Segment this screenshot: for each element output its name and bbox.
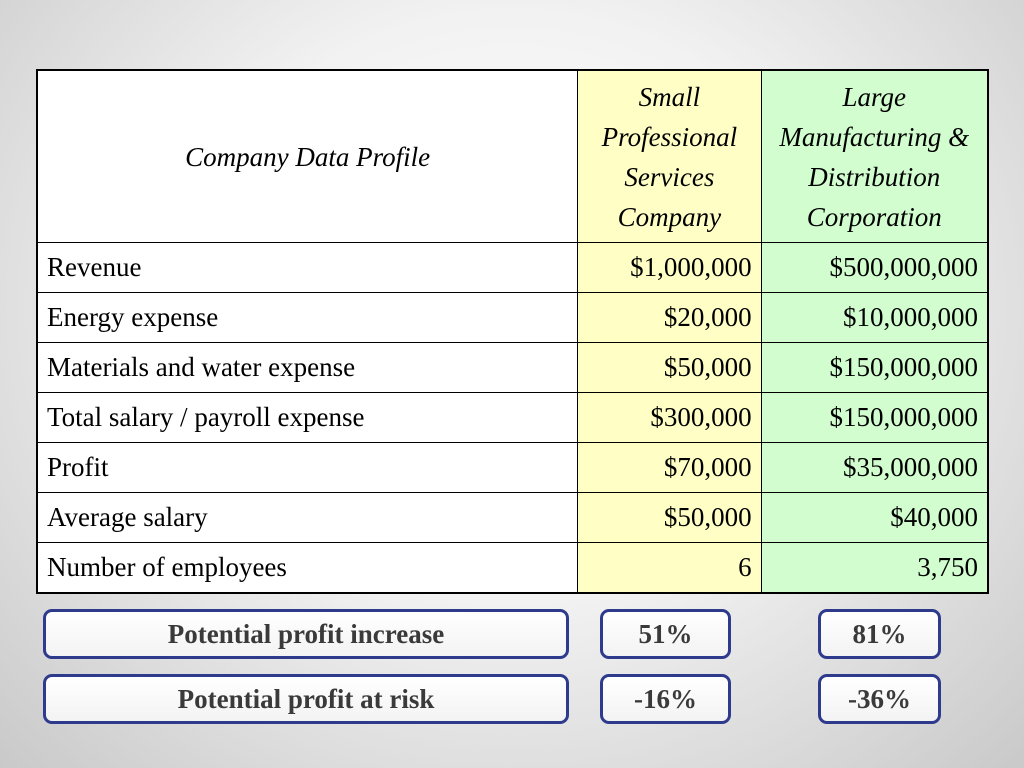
row-label: Revenue	[36, 242, 579, 293]
table-row: Revenue $1,000,000 $500,000,000	[36, 242, 989, 293]
large-company-value: $10,000,000	[760, 292, 989, 343]
profit-at-risk-label: Potential profit at risk	[43, 674, 569, 724]
large-company-value: $35,000,000	[760, 442, 989, 493]
table-row: Profit $70,000 $35,000,000	[36, 442, 989, 493]
large-company-value: $150,000,000	[760, 342, 989, 393]
profit-increase-small-value: 51%	[600, 609, 731, 659]
small-company-value: $20,000	[577, 292, 762, 343]
header-small-company: Small Professional Services Company	[577, 69, 762, 243]
company-data-table: Company Data Profile Small Professional …	[36, 69, 989, 594]
large-company-value: 3,750	[760, 542, 989, 594]
row-label: Total salary / payroll expense	[36, 392, 579, 443]
profit-increase-label: Potential profit increase	[43, 609, 569, 659]
row-label: Average salary	[36, 492, 579, 543]
small-company-value: $300,000	[577, 392, 762, 443]
header-large-company: Large Manufacturing & Distribution Corpo…	[760, 69, 989, 243]
small-company-value: $50,000	[577, 342, 762, 393]
large-company-value: $40,000	[760, 492, 989, 543]
table-row: Energy expense $20,000 $10,000,000	[36, 292, 989, 343]
small-company-value: $1,000,000	[577, 242, 762, 293]
large-company-value: $500,000,000	[760, 242, 989, 293]
profit-at-risk-small-value: -16%	[600, 674, 731, 724]
small-company-value: $70,000	[577, 442, 762, 493]
row-label: Materials and water expense	[36, 342, 579, 393]
header-company-data-profile: Company Data Profile	[36, 69, 579, 243]
table-header-row: Company Data Profile Small Professional …	[36, 69, 989, 243]
table-row: Total salary / payroll expense $300,000 …	[36, 392, 989, 443]
row-label: Energy expense	[36, 292, 579, 343]
profit-increase-large-value: 81%	[818, 609, 941, 659]
row-label: Number of employees	[36, 542, 579, 594]
row-label: Profit	[36, 442, 579, 493]
table-row: Materials and water expense $50,000 $150…	[36, 342, 989, 393]
small-company-value: 6	[577, 542, 762, 594]
table-row: Average salary $50,000 $40,000	[36, 492, 989, 543]
profit-at-risk-large-value: -36%	[818, 674, 941, 724]
large-company-value: $150,000,000	[760, 392, 989, 443]
small-company-value: $50,000	[577, 492, 762, 543]
table-row: Number of employees 6 3,750	[36, 542, 989, 594]
